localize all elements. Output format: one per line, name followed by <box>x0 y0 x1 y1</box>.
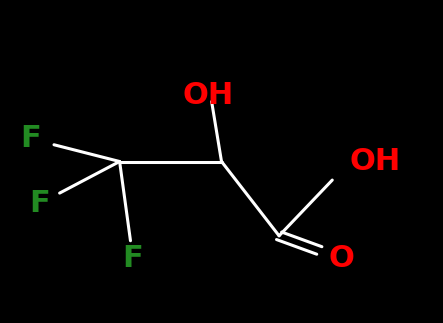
Text: OH: OH <box>183 81 234 110</box>
Text: O: O <box>328 244 354 273</box>
Text: F: F <box>30 189 50 218</box>
Text: F: F <box>123 244 143 273</box>
Text: OH: OH <box>350 147 401 176</box>
Text: F: F <box>21 124 41 153</box>
